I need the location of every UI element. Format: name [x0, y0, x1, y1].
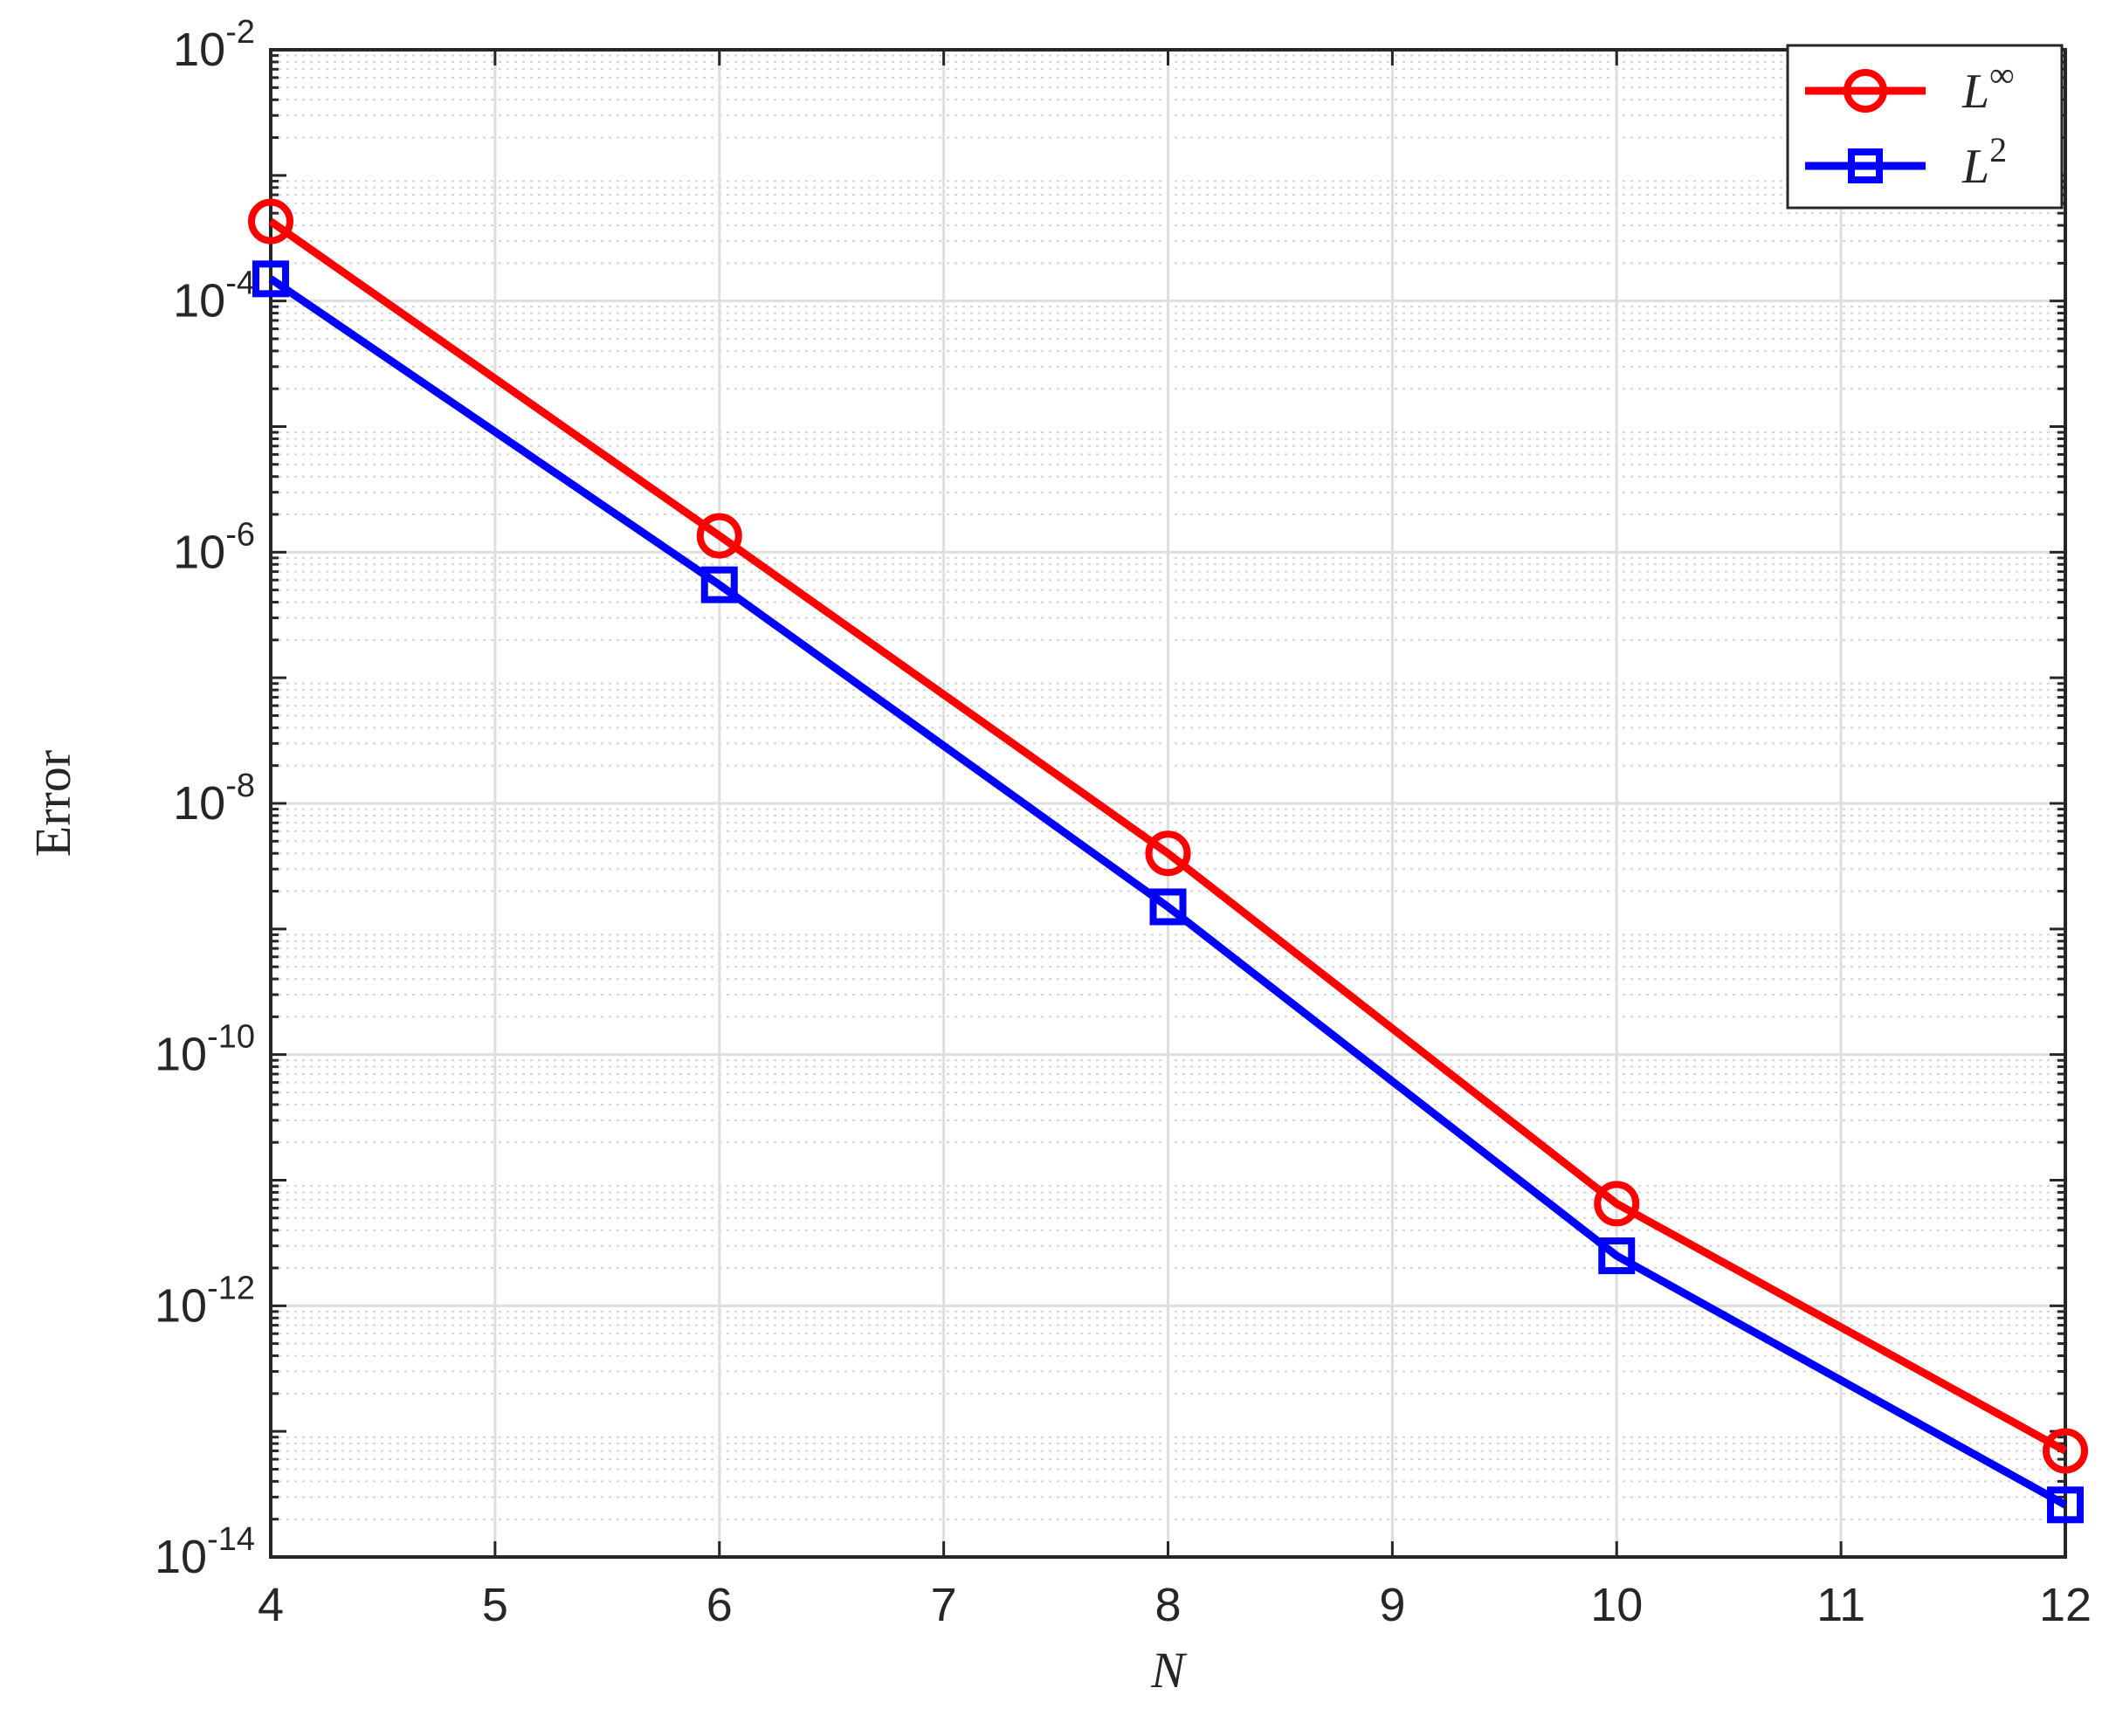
data-point-circle — [696, 513, 742, 559]
y-tick-label: 10-8 — [173, 768, 255, 830]
data-point-circle — [2043, 1428, 2088, 1474]
x-tick-labels: 4 5 6 7 8 9 10 11 12 — [258, 1579, 2092, 1631]
series-line-0 — [268, 217, 2068, 1455]
x-tick-label: 10 — [1590, 1579, 1643, 1631]
y-tick-label: 10-6 — [173, 516, 255, 578]
y-tick-label: 10-2 — [173, 14, 255, 76]
legend: L∞ L2 — [1786, 44, 2064, 210]
x-tick-label: 8 — [1154, 1579, 1181, 1631]
data-point-circle — [1594, 1181, 1640, 1227]
data-point-square — [2047, 1486, 2084, 1524]
series-layer — [248, 198, 2088, 1524]
data-point-square — [252, 260, 289, 298]
y-tick-labels: 10-14 10-12 10-10 10-8 10-6 10-4 10-2 — [155, 14, 255, 1583]
tick-marks — [269, 48, 2067, 1559]
x-tick-label: 11 — [1816, 1579, 1865, 1631]
series-line-1 — [268, 275, 2068, 1509]
data-point-square — [1598, 1237, 1636, 1275]
x-tick-label: 12 — [2039, 1579, 2092, 1631]
y-axis-label: Error — [24, 750, 81, 857]
legend-box — [1786, 44, 2064, 210]
legend-marker-square — [1848, 148, 1883, 183]
data-point-circle — [1145, 830, 1191, 877]
x-tick-label: 4 — [258, 1579, 284, 1631]
y-tick-label: 10-4 — [173, 265, 255, 327]
legend-label: L∞ — [1961, 55, 2015, 119]
legend-marker-circle — [1844, 69, 1887, 113]
data-point-square — [700, 566, 738, 603]
y-tick-label: 10-14 — [155, 1521, 255, 1583]
y-tick-label: 10-10 — [155, 1019, 255, 1081]
x-axis-label: N — [1150, 1642, 1188, 1698]
data-point-circle — [248, 198, 293, 245]
x-tick-label: 7 — [931, 1579, 957, 1631]
x-tick-label: 6 — [706, 1579, 733, 1631]
data-point-square — [1149, 888, 1187, 926]
legend-label: L2 — [1961, 130, 2007, 194]
y-tick-label: 10-12 — [155, 1270, 255, 1332]
x-tick-label: 5 — [482, 1579, 508, 1631]
x-tick-label: 9 — [1379, 1579, 1405, 1631]
major-gridlines — [269, 48, 2067, 1559]
